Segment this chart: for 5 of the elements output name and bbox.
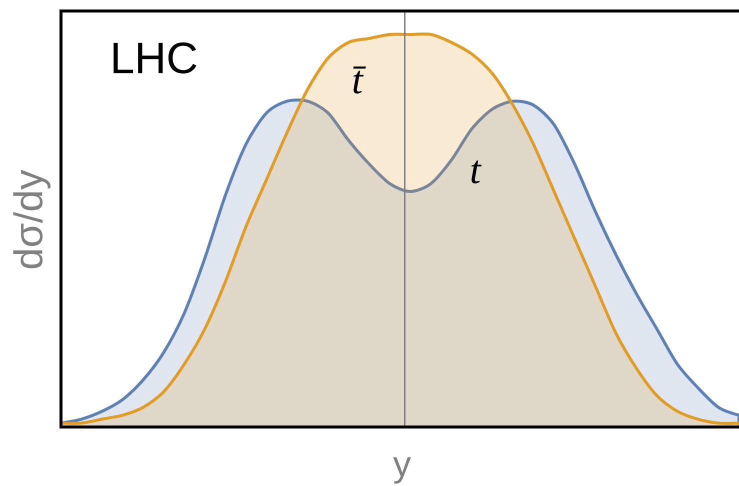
annotation: LHC <box>114 42 196 74</box>
series-label: t <box>471 160 482 184</box>
x-axis-title: y <box>393 457 411 484</box>
y-axis-title: dσ/dy <box>13 170 50 268</box>
series-label: t̄ <box>353 66 366 94</box>
